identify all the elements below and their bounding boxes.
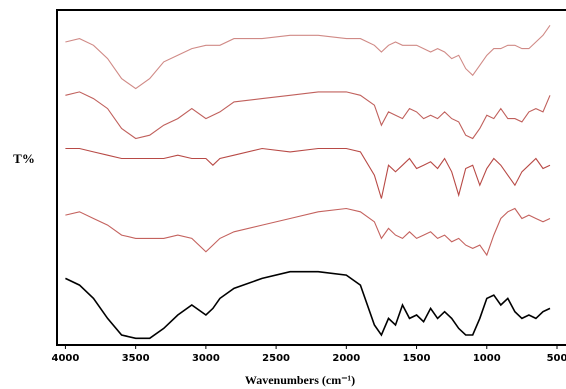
x-tick-label: 3000: [192, 353, 220, 364]
plot-frame: [56, 9, 566, 346]
x-tick-label: 1500: [403, 353, 431, 364]
x-tick-label: 1000: [473, 353, 501, 364]
x-tick-label: 500: [547, 353, 566, 364]
x-axis-label: Wavenumbers (cm⁻¹): [245, 373, 355, 387]
spectrum-line: [65, 207, 551, 257]
x-tick-label: 3500: [122, 353, 150, 364]
spectrum-line: [65, 270, 551, 340]
spectrum-line: [65, 91, 551, 140]
x-tick-label: 2000: [332, 353, 360, 364]
x-tick-label: 4000: [52, 353, 80, 364]
spectrum-line: [65, 24, 551, 90]
spectrum-line: [65, 147, 551, 199]
x-tick-label: 2500: [262, 353, 290, 364]
y-axis-label: T%: [13, 151, 35, 166]
